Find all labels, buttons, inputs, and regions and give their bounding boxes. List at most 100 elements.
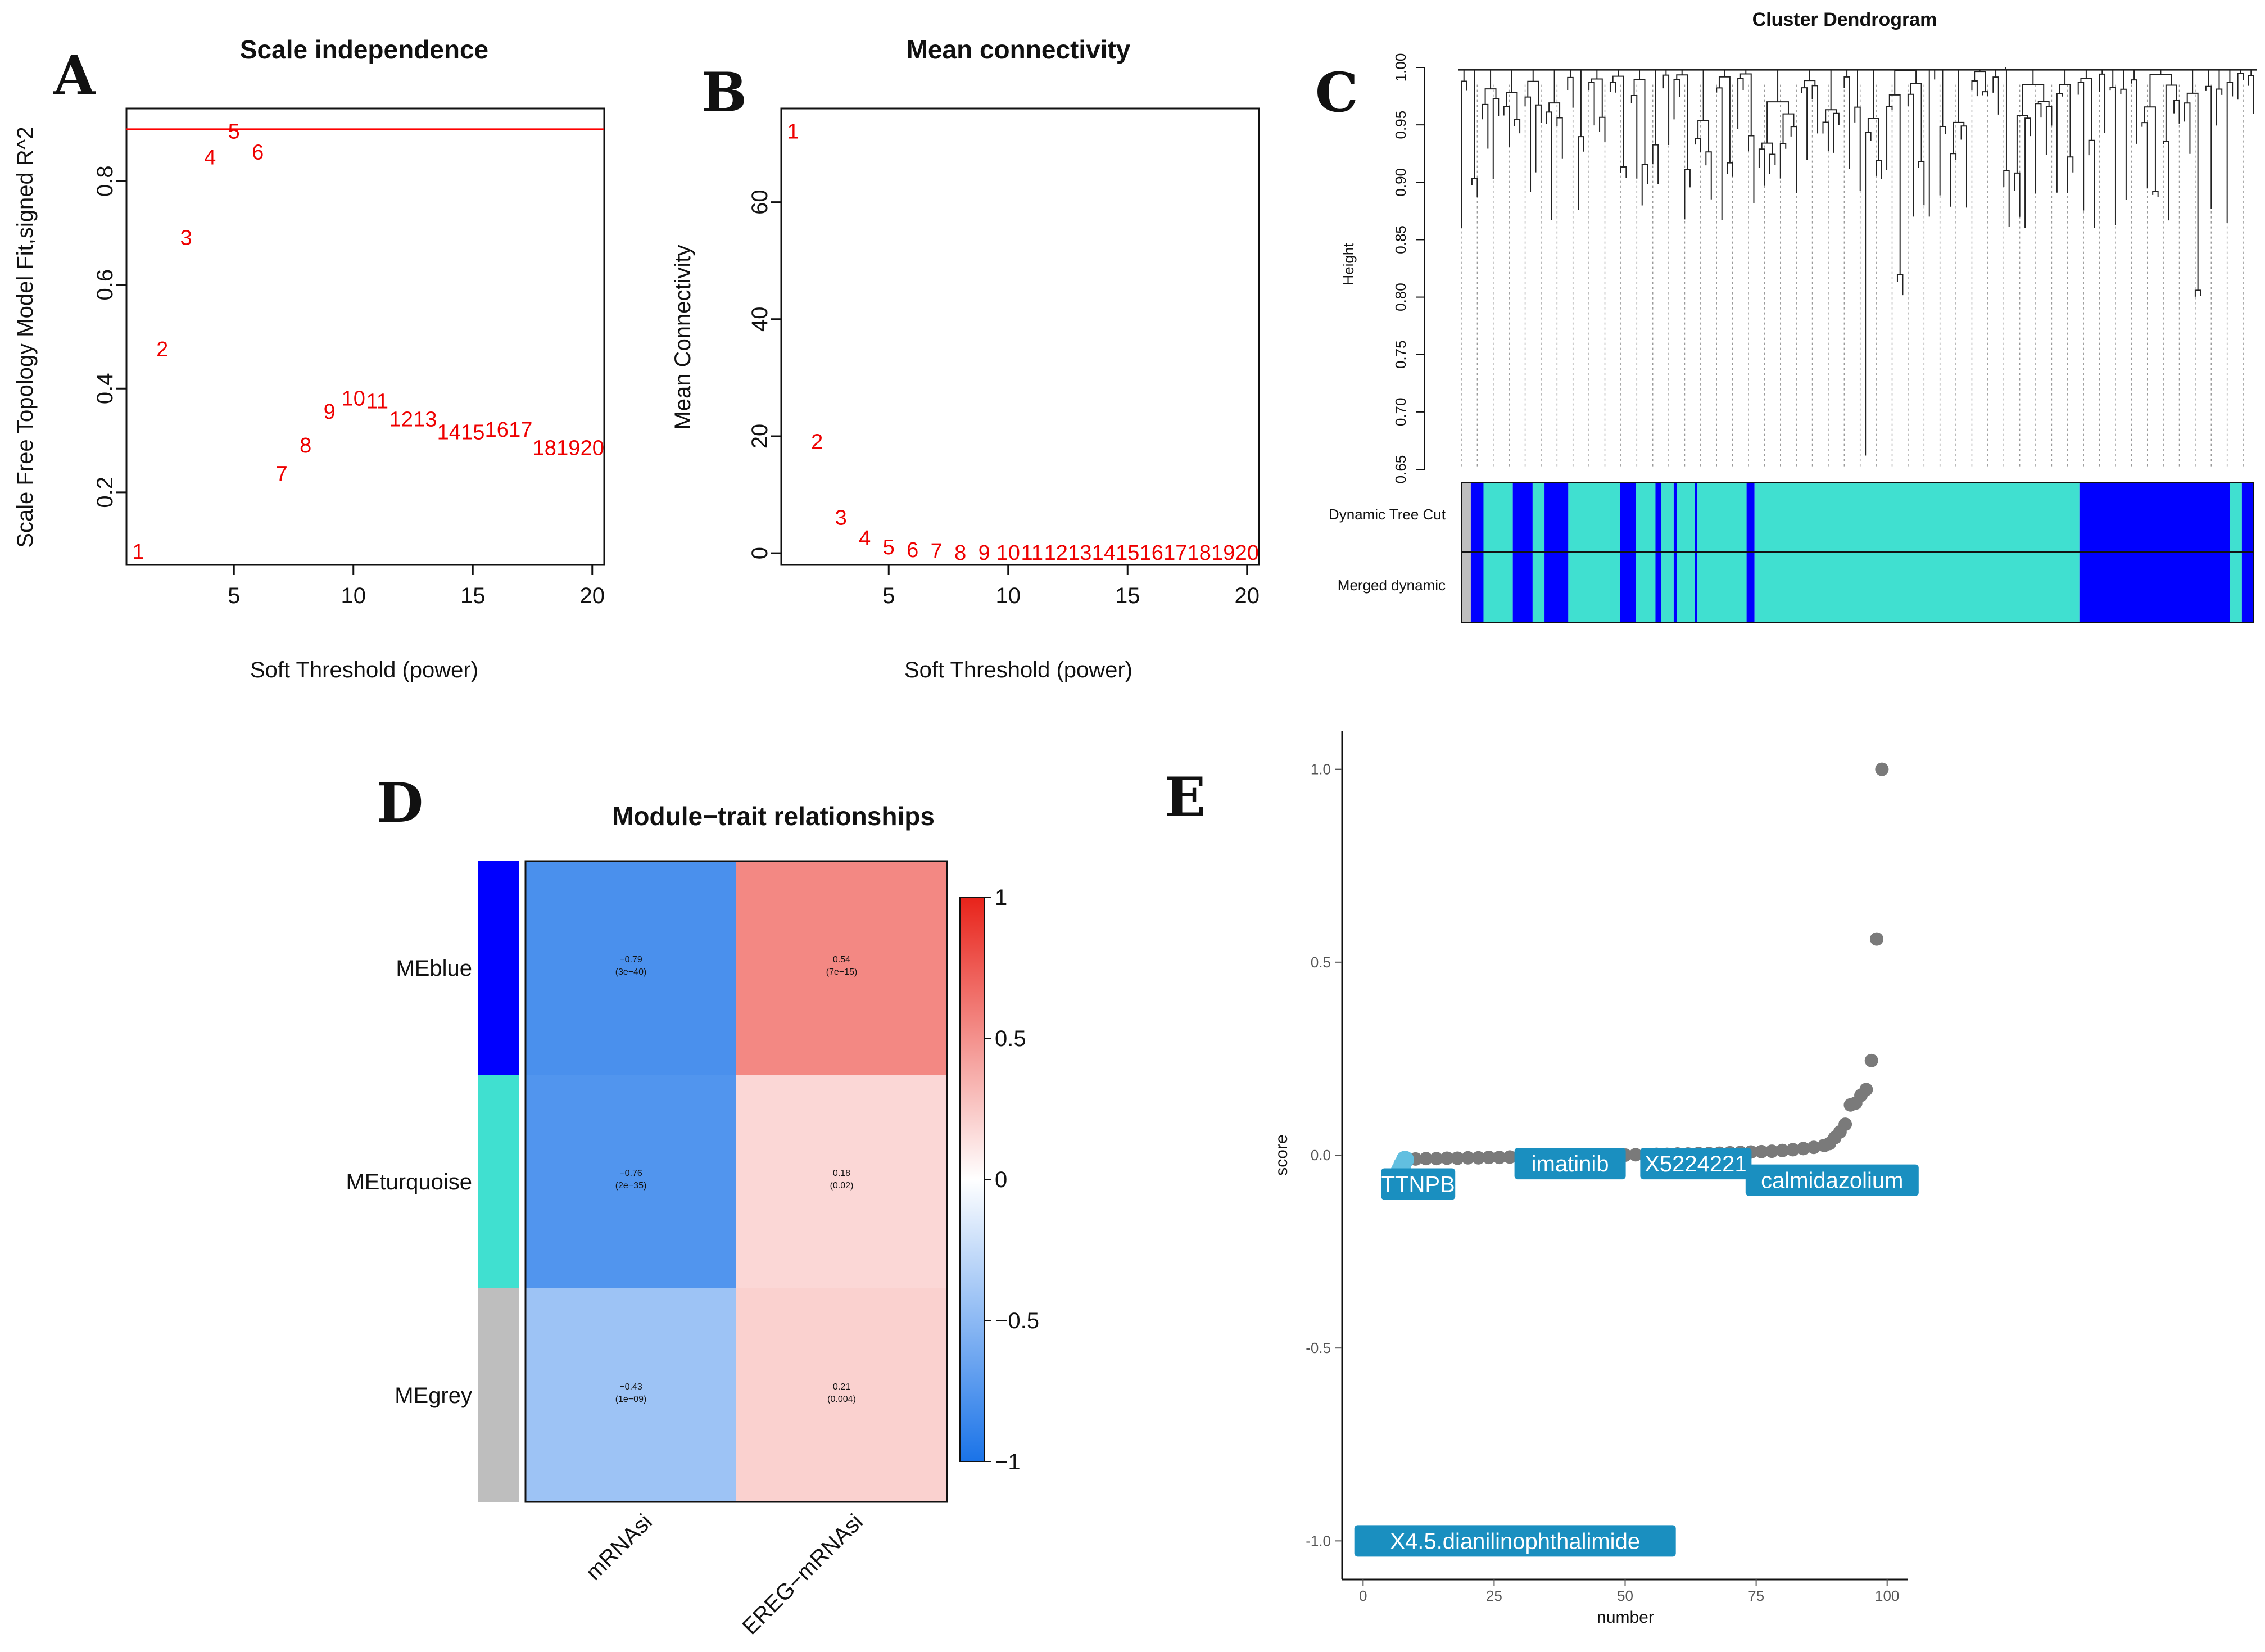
panel-e-ytick-label: 1.0 (1311, 761, 1331, 778)
panel-c-module-segment-turquoise (1697, 482, 1747, 552)
panel-label-d: D (377, 771, 423, 835)
panel-a-point-label: 6 (252, 141, 264, 164)
panel-e-xtick-label: 100 (1875, 1587, 1899, 1604)
panel-b-point-label: 5 (883, 536, 895, 559)
panel-a-plot-frame (125, 107, 605, 566)
panel-c-module-segment-turquoise (1754, 482, 2080, 552)
panel-c-dendrogram-branches (1461, 67, 2254, 456)
panel-c-dendrogram-tree (1458, 67, 2257, 469)
panel-d-legend-label: 1 (995, 885, 1007, 910)
panel-label-b: B (701, 61, 747, 124)
panel-a-point-label: 15 (461, 421, 484, 445)
panel-d-cell-value: 0.54 (833, 955, 850, 965)
panel-b-xtick-label: 10 (996, 583, 1021, 608)
panel-c-ytick-label: 0.90 (1392, 168, 1409, 197)
panel-b-point-label: 12 (1044, 541, 1068, 565)
panel-b-plot-frame (780, 107, 1260, 566)
panel-c-ytick-label: 1.00 (1392, 53, 1409, 82)
panel-e-gray-point (1754, 1144, 1768, 1158)
panel-c-title: Cluster Dendrogram (1752, 9, 1937, 30)
panel-d-title: Module−trait relationships (612, 802, 935, 831)
panel-d-module-trait-heatmap: Module−trait relationships MEblue MEturqu… (346, 802, 1039, 1640)
panel-c-module-segment-blue (1544, 553, 1569, 623)
panel-b-point-label: 15 (1116, 541, 1139, 565)
panel-c-module-segment-grey (1461, 482, 1471, 552)
panel-a-point-label: 18 (533, 436, 556, 460)
panel-a-point-label: 17 (509, 418, 532, 442)
panel-c-row-label-merged: Merged dynamic (1338, 577, 1446, 594)
panel-e-ytick-label: -0.5 (1306, 1339, 1331, 1356)
panel-c-ytick-label: 0.85 (1392, 225, 1409, 254)
panel-a-point-label: 8 (300, 434, 311, 458)
panel-e-x-ticks: 0 25 50 75 100 (1359, 1579, 1899, 1604)
panel-e-y-ticks: -1.0 -0.5 0.0 0.5 1.0 (1306, 761, 1342, 1549)
panel-c-module-segment-blue (1655, 482, 1661, 552)
panel-b-point-label: 6 (907, 538, 918, 562)
panel-e-gray-point (1629, 1148, 1643, 1162)
panel-d-cell-pvalue: (0.02) (830, 1181, 854, 1191)
panel-b-point-label: 14 (1092, 541, 1116, 565)
panel-a-xtick-label: 10 (341, 583, 366, 608)
panel-c-module-segment-turquoise (2230, 482, 2242, 552)
panel-e-label-box (1354, 1525, 1676, 1557)
panel-c-module-segment-turquoise (1677, 553, 1695, 623)
panel-e-drug-label: X4.5.dianilinophthalimide (1390, 1529, 1640, 1554)
panel-b-title: Mean connectivity (907, 35, 1131, 64)
panel-e-gray-point (1786, 1143, 1800, 1157)
panel-e-gray-point (1765, 1144, 1779, 1158)
panel-c-module-segment-blue (2241, 482, 2254, 552)
panel-c-module-segment-blue (1746, 482, 1755, 552)
panel-e-gray-point (1482, 1151, 1496, 1165)
panel-d-cell-pvalue: (3e−40) (615, 967, 647, 977)
panel-c-row-label-dynamic: Dynamic Tree Cut (1329, 506, 1446, 523)
panel-d-row-color-MEgrey (478, 1288, 519, 1502)
panel-c-module-segment-blue (1620, 482, 1636, 552)
panel-c-module-segment-grey (1461, 553, 1471, 623)
panel-b-ytick-label: 40 (748, 307, 772, 332)
panel-d-cell-value: 0.21 (833, 1382, 850, 1392)
panel-label-e: E (1165, 766, 1206, 829)
panel-e-drug-labels: TTNPB imatinib X5224221 calmidazolium X4.5.d… (1354, 1148, 1919, 1557)
panel-d-cell (526, 1075, 736, 1288)
panel-b-point-label: 18 (1188, 541, 1211, 565)
panel-e-label-box (1745, 1164, 1919, 1196)
panel-b-ytick-label: 60 (748, 189, 772, 215)
panel-b-xtick-label: 20 (1235, 583, 1260, 608)
panel-b-point-label: 17 (1163, 541, 1187, 565)
panel-d-cell (736, 1075, 947, 1288)
panel-e-gray-point (1875, 762, 1889, 776)
panel-e-ylabel: score (1272, 1134, 1291, 1175)
panel-a-point-label: 9 (324, 400, 336, 424)
panel-b-point-label: 20 (1235, 541, 1259, 565)
panel-b-point-label: 3 (835, 506, 847, 530)
panel-c-module-segment-turquoise (1636, 482, 1656, 552)
panel-c-module-segment-turquoise (1661, 482, 1674, 552)
panel-b-xlabel: Soft Threshold (power) (904, 658, 1132, 682)
panel-e-xtick-label: 25 (1486, 1587, 1502, 1604)
panel-e-drug-label: X5224221 (1645, 1152, 1747, 1176)
panel-a-point-label: 12 (389, 408, 413, 432)
panel-c-module-segment-turquoise (1697, 553, 1747, 623)
panel-d-cell-value: −0.43 (619, 1382, 642, 1392)
panel-b-ylabel: Mean Connectivity (671, 245, 695, 429)
panel-c-module-segment-turquoise (1636, 553, 1656, 623)
panel-c-module-segment-turquoise (1661, 553, 1674, 623)
panel-e-ytick-label: -1.0 (1306, 1532, 1331, 1549)
panel-e-drug-label: TTNPB (1381, 1172, 1455, 1197)
panel-c-ytick-label: 0.80 (1392, 283, 1409, 311)
panel-d-row-color-MEblue (478, 861, 519, 1075)
panel-e-gray-point (1796, 1142, 1810, 1156)
panel-a-xtick-label: 20 (580, 583, 605, 608)
panel-a-point-label: 5 (228, 120, 240, 144)
panel-c-module-segment-turquoise (1532, 482, 1545, 552)
panel-a-xlabel: Soft Threshold (power) (250, 658, 478, 682)
panel-d-cell (526, 861, 736, 1075)
panel-a-x-ticks: 5 10 15 20 (228, 565, 605, 608)
panel-c-module-segment-blue (1470, 553, 1484, 623)
panel-d-module-color-column (478, 861, 519, 1502)
panel-b-point-label: 9 (979, 541, 990, 565)
panel-e-gray-point (1870, 932, 1884, 946)
panel-c-ytick-label: 0.65 (1392, 455, 1409, 484)
panel-b-ytick-label: 0 (748, 547, 772, 559)
panel-d-heatmap-cells: −0.79 (3e−40) 0.54 (7e−15) −0.76 (2e−35) 0.18 (… (524, 860, 948, 1503)
